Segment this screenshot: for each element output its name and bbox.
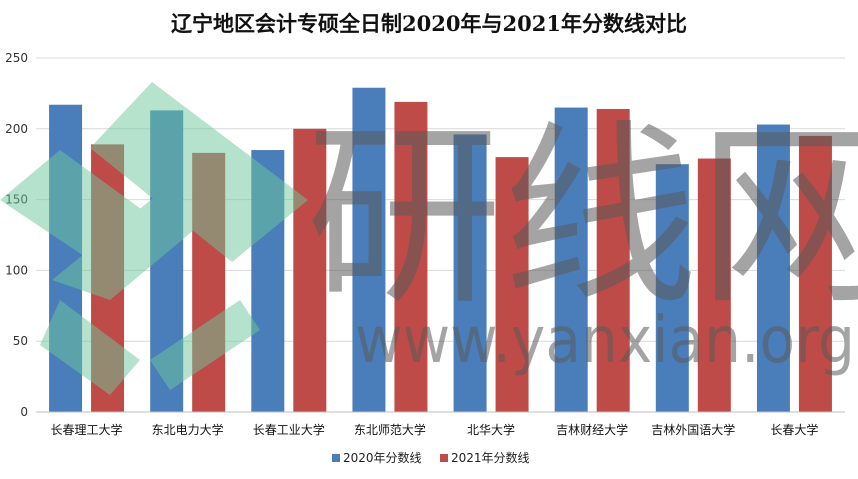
bar-s2-7 [798,135,832,412]
x-category-label: 长春理工大学 [51,422,123,437]
x-category-label: 北华大学 [467,422,515,437]
legend-label: 2020年分数线 [343,450,422,465]
x-category-label: 东北师范大学 [354,422,426,437]
legend-swatch [440,454,448,462]
x-category-label: 吉林外国语大学 [651,422,735,437]
legend-swatch [332,454,340,462]
bar-s2-2 [293,128,327,413]
legend-label: 2021年分数线 [451,450,530,465]
bar-s2-6 [697,158,731,412]
x-category-label: 长春大学 [770,422,818,437]
bar-s1-4 [453,134,487,413]
bar-s2-4 [495,157,529,412]
y-tick-label: 250 [5,51,28,65]
y-tick-label: 0 [20,405,28,419]
x-category-label: 东北电力大学 [152,422,224,437]
legend: 2020年分数线 2021年分数线 [332,450,530,465]
bar-s1-5 [554,107,588,412]
bar-s1-6 [655,164,689,412]
bar-s1-3 [352,87,386,413]
x-axis-categories: 长春理工大学 东北电力大学 长春工业大学 东北师范大学 北华大学 吉林财经大学 吉林外国语大… [51,422,819,437]
x-category-label: 长春工业大学 [253,422,325,437]
y-tick-label: 200 [5,122,28,136]
watermark: 研线网 www.yanxian.org [0,82,858,395]
x-category-label: 吉林财经大学 [556,422,628,437]
bar-s2-3 [394,101,428,413]
watermark-url-text: www.yanxian.org [355,304,855,378]
y-tick-label: 100 [5,263,28,277]
chart-title: 辽宁地区会计专硕全日制2020年与2021年分数线对比 [171,11,687,36]
y-axis-ticks: 050100150200250 [5,51,28,419]
watermark-large-text: 研线网 [306,104,858,332]
y-tick-label: 50 [13,334,28,348]
watermark-logo-icon [0,82,308,395]
bar-s1-7 [756,124,790,412]
bar-s2-5 [596,108,630,412]
